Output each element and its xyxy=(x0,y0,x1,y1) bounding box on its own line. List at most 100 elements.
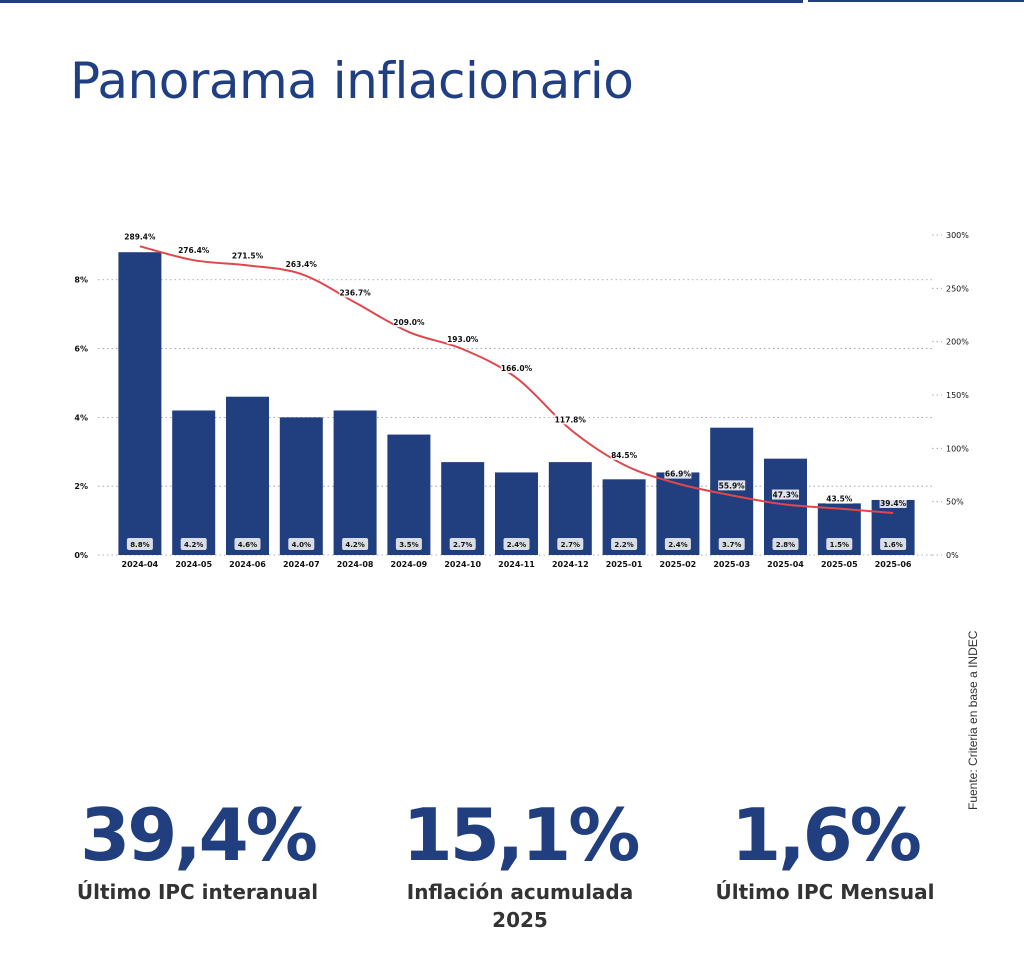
line-value-label: 166.0% xyxy=(501,364,533,373)
x-tick-label: 2024-09 xyxy=(391,560,428,569)
line-value-label: 55.9% xyxy=(719,481,746,490)
bar-value-pill xyxy=(342,538,369,550)
bar-value-pill xyxy=(180,538,207,550)
y-tick-label-left: 4% xyxy=(74,413,88,422)
line-label-bg xyxy=(231,250,264,261)
kpi-accumulated-value: 15,1% xyxy=(402,793,641,877)
y-tick-label-right: 150% xyxy=(946,391,969,400)
line-label-bg xyxy=(393,317,425,328)
line-label-bg xyxy=(772,489,799,500)
line-value-label: 193.0% xyxy=(447,335,479,344)
bar-value-label: 2.8% xyxy=(776,541,795,549)
x-tick-label: 2024-11 xyxy=(498,560,535,569)
bar-value-label: 4.6% xyxy=(238,541,257,549)
line-value-label: 263.4% xyxy=(286,260,318,269)
kpi-monthly-value: 1,6% xyxy=(731,793,922,877)
bar-value-label: 2.4% xyxy=(507,541,526,549)
bar-value-pill xyxy=(611,538,638,550)
line-value-label: 117.8% xyxy=(555,415,587,424)
source-note: Fuente: Criteria en base a INDEC xyxy=(966,630,980,810)
bar-value-label: 4.2% xyxy=(345,541,364,549)
line-label-bg xyxy=(446,334,479,345)
bar-value-label: 1.6% xyxy=(883,541,902,549)
kpi-annual-value: 39,4% xyxy=(80,793,318,877)
line-value-label: 209.0% xyxy=(393,318,425,327)
line-value-label: 47.3% xyxy=(772,491,799,500)
x-tick-label: 2025-02 xyxy=(660,560,697,569)
bar-value-label: 3.5% xyxy=(399,541,418,549)
kpi-monthly-label: Último IPC Mensual xyxy=(715,880,935,904)
top-rule-secondary xyxy=(808,0,1024,2)
axes: 0% 2% 4% 6% 8% 0% 50% 100% 150% 200% 250% 300% 2024-… xyxy=(74,231,969,569)
kpi-monthly: 1,6% Último IPC Mensual xyxy=(690,792,960,906)
line-value-label: 236.7% xyxy=(339,289,371,298)
inflation-chart: 0% 2% 4% 6% 8% 0% 50% 100% 150% 200% 250% 300% 2024-… xyxy=(74,231,969,569)
line-label-bg xyxy=(500,362,533,373)
page-title: Panorama inflacionario xyxy=(70,52,634,110)
bar xyxy=(118,252,162,556)
bar-value-pill xyxy=(718,538,745,550)
bar-value-pill xyxy=(557,538,584,550)
bar xyxy=(226,396,269,555)
bar-value-label: 8.8% xyxy=(130,541,149,549)
line-label-bg xyxy=(285,259,318,270)
line-value-label: 271.5% xyxy=(232,251,264,260)
kpi-accumulated-label: Inflación acumulada 2025 xyxy=(406,880,634,932)
y-tick-label-left: 2% xyxy=(74,482,88,491)
bar-value-pill xyxy=(772,538,799,550)
line-label-bg xyxy=(879,497,907,508)
data-labels: 8.8% 4.2% 4.6% 4.0% 4.2% 3.5% 2.7% 2.4% 2.7% 2.2%… xyxy=(124,231,907,550)
bar xyxy=(279,417,323,555)
y-tick-label-right: 0% xyxy=(946,551,959,560)
bar xyxy=(333,410,377,555)
y-tick-label-left: 6% xyxy=(74,345,88,354)
line-label-bg xyxy=(664,468,692,479)
bar-value-label: 4.0% xyxy=(292,541,311,549)
x-tick-label: 2025-04 xyxy=(767,560,804,569)
x-tick-label: 2024-07 xyxy=(283,560,320,569)
bar-value-pill xyxy=(234,538,261,550)
bar-value-pill xyxy=(288,538,315,550)
bar-value-label: 3.7% xyxy=(722,541,741,549)
x-tick-label: 2024-06 xyxy=(229,560,266,569)
x-tick-label: 2025-03 xyxy=(713,560,750,569)
line-value-label: 289.4% xyxy=(124,232,156,241)
bar-value-pill xyxy=(126,538,153,550)
y-tick-label-left: 8% xyxy=(74,276,88,285)
line-label-bg xyxy=(177,245,210,256)
bar-value-label: 2.7% xyxy=(453,541,472,549)
bar xyxy=(710,427,754,555)
bar-value-label: 1.5% xyxy=(830,541,849,549)
y-tick-label-right: 250% xyxy=(946,284,969,293)
bar-value-label: 2.2% xyxy=(614,541,633,549)
line-series xyxy=(139,245,894,514)
y-tick-label-right: 200% xyxy=(946,338,969,347)
kpi-annual-label: Último IPC interanual xyxy=(76,880,319,904)
x-tick-label: 2025-05 xyxy=(821,560,858,569)
line-label-bg xyxy=(339,287,371,298)
line-label-bg xyxy=(825,493,853,504)
y-tick-label-left: 0% xyxy=(74,551,88,560)
line-label-bg xyxy=(554,414,587,425)
bars xyxy=(118,252,915,556)
x-tick-label: 2024-04 xyxy=(122,560,159,569)
bar-value-label: 2.4% xyxy=(668,541,687,549)
line-label-bg xyxy=(718,480,746,491)
x-tick-label: 2024-12 xyxy=(552,560,589,569)
line-value-label: 84.5% xyxy=(611,451,638,460)
line-value-label: 66.9% xyxy=(665,470,692,479)
y-tick-label-right: 100% xyxy=(946,444,969,453)
x-tick-label: 2025-01 xyxy=(606,560,643,569)
y-tick-label-right: 300% xyxy=(946,231,969,240)
x-tick-label: 2024-10 xyxy=(444,560,481,569)
bar-value-label: 4.2% xyxy=(184,541,203,549)
top-rule xyxy=(0,0,803,3)
yoy-line xyxy=(139,245,894,514)
bar-value-pill xyxy=(449,538,476,550)
y-tick-label-right: 50% xyxy=(946,498,964,507)
kpi-annual: 39,4% Último IPC interanual xyxy=(60,792,335,906)
bar xyxy=(172,410,216,555)
line-value-label: 276.4% xyxy=(178,246,210,255)
line-label-bg xyxy=(124,231,156,242)
x-tick-label: 2025-06 xyxy=(875,560,912,569)
